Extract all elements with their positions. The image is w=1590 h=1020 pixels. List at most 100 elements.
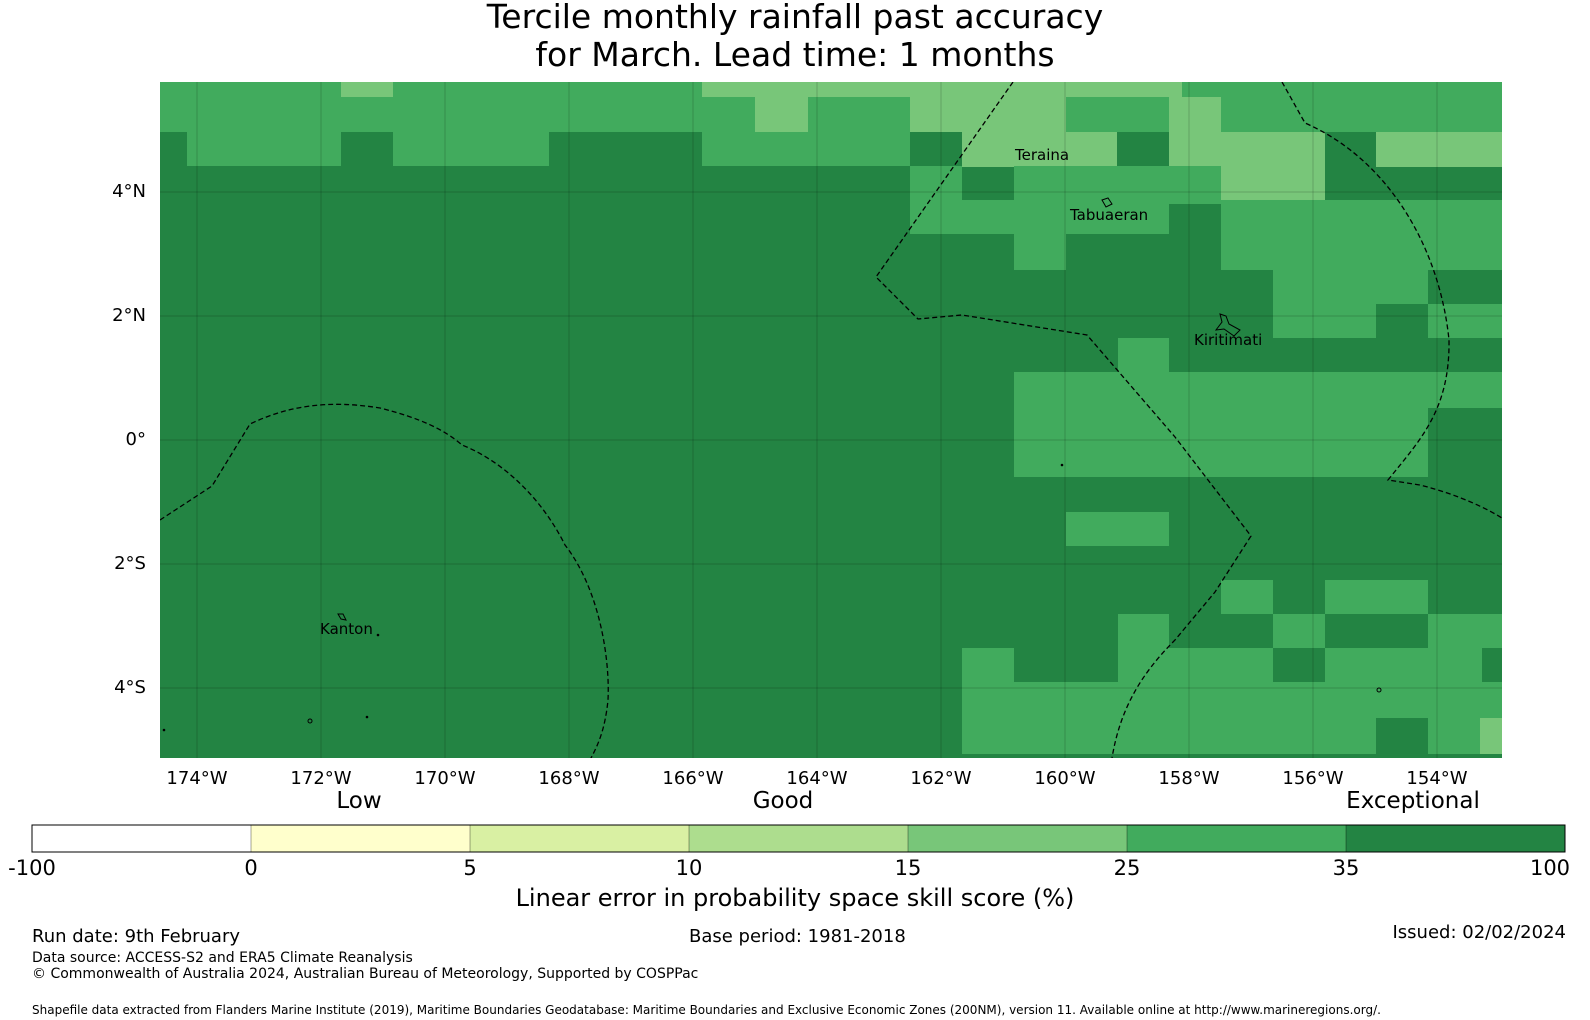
- place-label-kiritimati: Kiritimati: [1194, 331, 1263, 349]
- colorbar-tick-label: 35: [1332, 856, 1360, 880]
- lat-label-0: 0°: [125, 429, 146, 450]
- grid-cell: [1066, 512, 1169, 546]
- lat-label-2n: 2°N: [112, 305, 146, 326]
- map-title-line-1: Tercile monthly rainfall past accuracy: [486, 0, 1104, 36]
- colorbar-segment-green: [908, 825, 1127, 852]
- island-dot: [307, 718, 313, 724]
- grid-cell: [341, 82, 393, 97]
- island-dot: [365, 715, 369, 719]
- legend-category-exceptional: Exceptional: [1346, 788, 1480, 814]
- colorbar-segment-pale-yellow: [251, 825, 470, 852]
- grid-cell: [1221, 580, 1273, 614]
- lon-label-166w: 166°W: [662, 768, 724, 789]
- colorbar-tick-label: 5: [463, 856, 477, 880]
- shapefile-credit: Shapefile data extracted from Flanders M…: [32, 1003, 1381, 1017]
- lat-label-2s: 2°S: [114, 553, 146, 574]
- issued-date: Issued: 02/02/2024: [1392, 922, 1566, 943]
- colorbar-tick-label: 10: [675, 856, 703, 880]
- island-kanton-outline: [337, 613, 347, 621]
- lon-label-162w: 162°W: [910, 768, 972, 789]
- colorbar-title: Linear error in probability space skill …: [515, 884, 1075, 912]
- lon-label-156w: 156°W: [1282, 768, 1344, 789]
- colorbar: [31, 824, 1566, 853]
- grid-cell: [755, 97, 808, 132]
- eez-boundaries: [160, 82, 1502, 758]
- grid-cell: [1014, 166, 1169, 234]
- legend-category-good: Good: [752, 788, 814, 814]
- colorbar-segment-medium-green: [1127, 825, 1346, 852]
- grid-cell: [962, 132, 1117, 167]
- data-source: Data source: ACCESS-S2 and ERA5 Climate …: [32, 950, 413, 966]
- copyright: © Commonwealth of Australia 2024, Austra…: [32, 966, 699, 982]
- colorbar-tick-label: 100: [1529, 856, 1571, 880]
- map-title-line-2: for March. Lead time: 1 months: [535, 35, 1055, 74]
- island-dot: [1376, 687, 1382, 693]
- eez-boundary-line-islands: [875, 82, 1252, 758]
- grid-cell: [1014, 234, 1066, 270]
- lon-label-154w: 154°W: [1406, 768, 1468, 789]
- grid-cell: [1118, 614, 1169, 648]
- island-kiritimati-outline: [1214, 313, 1241, 337]
- grid-cell: [1325, 648, 1482, 682]
- islands: [162, 197, 1382, 732]
- colorbar-frame: [31, 824, 1566, 853]
- grid-cell: [1221, 132, 1325, 201]
- lon-label-174w: 174°W: [166, 768, 228, 789]
- colorbar-segment-white: [32, 825, 251, 852]
- colorbar-tick-label: 25: [1113, 856, 1141, 880]
- grid-cell: [1169, 166, 1221, 204]
- grid-cell: [962, 200, 1014, 234]
- island-dot: [376, 633, 380, 637]
- colorbar-segment-yellow-green: [470, 825, 689, 852]
- grid-cell: [1221, 200, 1502, 270]
- map-frame: [160, 82, 1502, 758]
- grid-cell: [1273, 614, 1325, 648]
- lon-label-168w: 168°W: [538, 768, 600, 789]
- island-dot: [162, 728, 166, 732]
- grid-cell: [1480, 718, 1502, 754]
- grid-cell: [1014, 408, 1428, 477]
- grid-cell: [1273, 304, 1376, 338]
- grid-cell: [1118, 338, 1169, 372]
- lat-label-4n: 4°N: [112, 181, 146, 202]
- colorbar-segment-light-green: [689, 825, 908, 852]
- grid-cell: [393, 132, 549, 166]
- base-period: Base period: 1981-2018: [689, 926, 906, 947]
- colorbar-tick-label: -100: [8, 856, 56, 880]
- grid-cell: [187, 132, 341, 166]
- lon-label-160w: 160°W: [1034, 768, 1096, 789]
- lon-label-164w: 164°W: [786, 768, 848, 789]
- grid-cell: [910, 97, 1066, 132]
- eez-boundary-line-islands-east: [1281, 82, 1502, 519]
- grid-cell: [1376, 614, 1428, 648]
- place-label-teraina: Teraina: [1015, 146, 1070, 164]
- graticule: [160, 82, 1502, 758]
- island-dot: [1060, 463, 1064, 467]
- lon-label-158w: 158°W: [1158, 768, 1220, 789]
- grid-cell: [702, 82, 1182, 97]
- grid-cell: [1376, 718, 1428, 754]
- eez-boundary-phoenix-islands: [160, 403, 609, 758]
- grid-cell: [1325, 580, 1428, 614]
- grid-cell: [1428, 304, 1502, 338]
- lon-label-172w: 172°W: [290, 768, 352, 789]
- lon-label-170w: 170°W: [414, 768, 476, 789]
- grid-cell: [1014, 372, 1502, 408]
- grid-cell: [1273, 270, 1428, 304]
- grid-cell: [1376, 132, 1502, 167]
- colorbar-segment-dark-green: [1346, 825, 1565, 852]
- colorbar-tick-label: 0: [244, 856, 258, 880]
- grid-cell: [702, 132, 910, 166]
- place-label-tabuaeran: Tabuaeran: [1070, 206, 1149, 224]
- grid-cell: [1428, 614, 1502, 648]
- grid-cell: [962, 648, 1014, 754]
- island-tabuaeran-outline: [1101, 197, 1113, 208]
- grid-cell: [1169, 97, 1221, 167]
- place-label-kanton: Kanton: [320, 620, 373, 638]
- legend-category-low: Low: [336, 788, 382, 814]
- lat-label-4s: 4°S: [114, 677, 146, 698]
- skill-score-grid: [160, 82, 1502, 758]
- run-date: Run date: 9th February: [32, 926, 241, 947]
- grid-cell: [910, 166, 962, 234]
